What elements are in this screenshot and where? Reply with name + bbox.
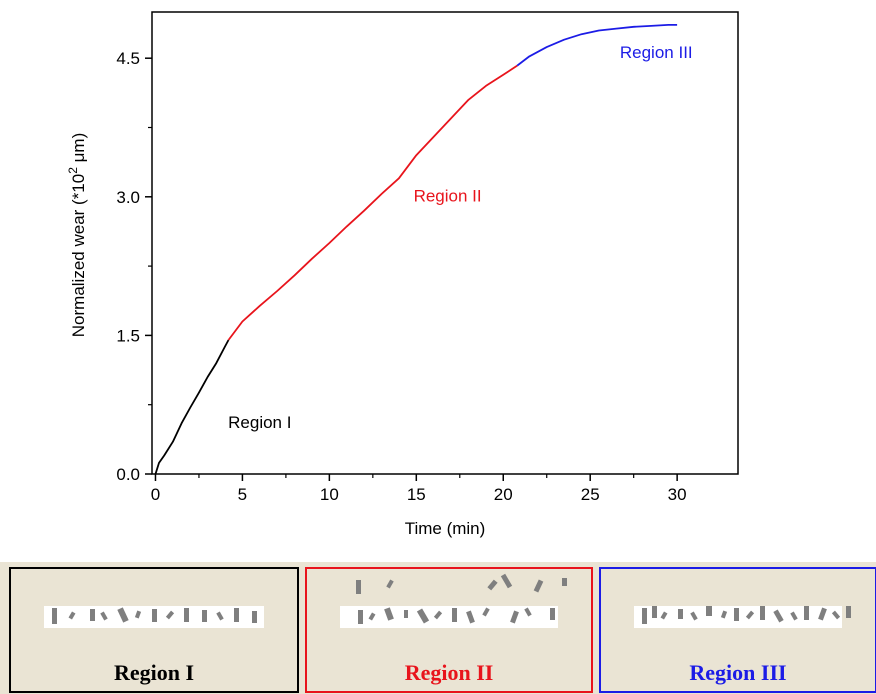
particle: [52, 608, 57, 624]
particle: [706, 606, 712, 616]
particle: [804, 606, 809, 620]
x-tick-label: 5: [238, 485, 247, 504]
particle: [356, 580, 361, 594]
particle: [252, 611, 257, 623]
schematic-panels: Region I Region II Region III: [9, 567, 876, 693]
particle: [720, 610, 728, 619]
panel-border: [9, 567, 299, 693]
schematic-panel-3: Region III: [599, 567, 876, 693]
particle: [487, 579, 498, 591]
panel-border: [305, 567, 593, 693]
x-tick-label: 20: [494, 485, 513, 504]
particle: [68, 611, 76, 620]
particle: [678, 609, 683, 619]
particle: [134, 610, 142, 619]
particle: [500, 573, 513, 589]
panel-label: Region I: [114, 660, 194, 685]
particle: [846, 606, 851, 618]
y-tick-label: 3.0: [116, 188, 140, 207]
series-line-region-ii: [227, 64, 518, 341]
series-line-region-iii: [516, 24, 678, 67]
panel-border: [599, 567, 876, 693]
x-tick-label: 25: [581, 485, 600, 504]
particle: [660, 611, 668, 620]
particle: [818, 607, 827, 621]
y-axis-label-main: Normalized wear (*10: [69, 174, 88, 337]
particle: [117, 607, 129, 623]
particle: [184, 608, 189, 622]
schematic-panel-1: Region I: [9, 567, 299, 693]
particle: [550, 608, 555, 620]
particle: [652, 606, 657, 618]
particle: [760, 606, 765, 620]
y-axis: 0.0 1.5 3.0 4.5: [116, 49, 152, 484]
particle: [433, 610, 443, 620]
x-tick-label: 30: [668, 485, 687, 504]
particle: [690, 611, 698, 621]
region-annotation: Region III: [620, 43, 693, 62]
particle: [404, 610, 408, 618]
particle: [416, 608, 430, 624]
y-tick-label: 1.5: [116, 326, 140, 345]
particle: [524, 607, 532, 617]
particle: [216, 611, 224, 621]
region-annotation: Region II: [414, 186, 482, 205]
y-axis-label: Normalized wear (*102 μm): [66, 133, 88, 337]
particle: [165, 610, 175, 620]
particle: [358, 610, 363, 624]
particle: [384, 607, 394, 621]
particle: [234, 608, 239, 622]
annotation-layer: Region I Region II Region III: [228, 43, 693, 432]
particle: [562, 578, 567, 586]
particle: [90, 609, 95, 621]
y-tick-label: 0.0: [116, 465, 140, 484]
x-tick-label: 15: [407, 485, 426, 504]
x-axis: 0 5 10 15 20 25 30: [151, 474, 687, 504]
plot-frame: [151, 11, 739, 475]
particle: [831, 610, 841, 620]
series-line-region-i: [154, 339, 230, 475]
y-tick-label: 4.5: [116, 49, 140, 68]
particle: [773, 609, 784, 623]
particle: [482, 607, 490, 617]
schematic-panel-2: Region II: [305, 567, 593, 693]
particle: [452, 608, 457, 622]
panel-label: Region III: [689, 660, 786, 685]
particle: [790, 611, 798, 621]
panel-label: Region II: [405, 660, 494, 685]
particle: [466, 610, 475, 624]
particle: [745, 610, 755, 620]
particle: [510, 610, 519, 624]
particle: [533, 579, 544, 593]
x-tick-label: 0: [151, 485, 160, 504]
particle: [386, 579, 394, 589]
particle: [202, 610, 207, 622]
particle: [642, 608, 647, 624]
particle: [100, 611, 108, 621]
particle: [152, 609, 157, 622]
x-tick-label: 10: [320, 485, 339, 504]
series-layer: [154, 24, 678, 475]
particle: [734, 608, 739, 621]
y-axis-label-unit: μm): [69, 133, 88, 167]
particle: [368, 612, 376, 621]
region-annotation: Region I: [228, 413, 291, 432]
surface-strip: [340, 606, 558, 628]
y-axis-label-sup: 2: [66, 167, 80, 174]
x-axis-label: Time (min): [405, 519, 486, 538]
